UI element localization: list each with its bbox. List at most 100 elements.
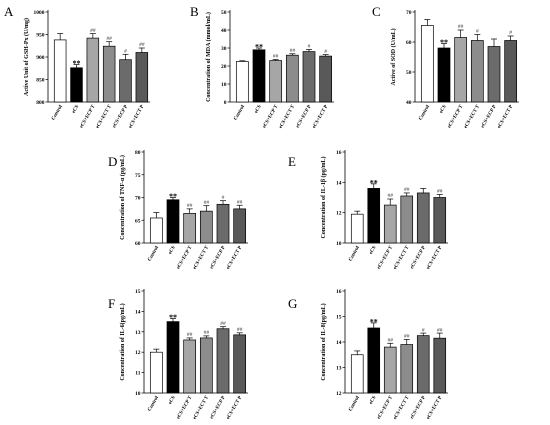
significance-mark: ##	[139, 42, 145, 48]
bar	[183, 213, 197, 244]
bar	[285, 54, 299, 103]
category-label: eCS+ECP T	[79, 104, 97, 129]
y-tick-label: 16	[336, 150, 342, 156]
bar	[454, 37, 468, 103]
y-tick-label: 800	[36, 100, 45, 106]
y-axis-label: Concentration of IL-1β (pg/mL)	[320, 157, 327, 239]
category-label: eCS+ECT P	[497, 105, 514, 130]
bar	[252, 49, 266, 103]
y-tick-label: 30	[221, 46, 227, 52]
category-label: eCS+ECT T	[193, 395, 211, 421]
category-label: Control	[51, 104, 64, 121]
bar	[433, 197, 447, 244]
panel-g: G 12 13 14 15 16 Concentration of IL-8(pg/mL) C…	[288, 289, 448, 421]
panel-letter: B	[190, 4, 199, 19]
y-axis-label: Concentration of MDA (mmol/mL)	[205, 12, 212, 102]
significance-mark: ##	[106, 36, 112, 42]
bar	[166, 199, 180, 244]
y-tick-label: 10	[336, 241, 342, 247]
significance-mark: **	[370, 317, 378, 326]
bar	[183, 339, 197, 394]
y-tick-label: 65	[135, 218, 141, 224]
significance-mark: #	[476, 29, 479, 35]
category-label: eCS+ECP T	[262, 104, 280, 129]
category-label: Control	[147, 245, 160, 262]
significance-mark: ##	[220, 321, 226, 327]
y-axis-label: Active Unit of GSH-Px (U/mg)	[23, 18, 30, 96]
category-label: eCS+ECP P	[112, 105, 129, 130]
y-tick-label: 50	[406, 70, 412, 76]
panel-letter: A	[4, 4, 14, 19]
y-tick-label: 75	[135, 173, 141, 179]
category-label: eCS	[254, 104, 263, 114]
category-label: eCS+ECP T	[447, 104, 465, 129]
bar	[102, 45, 116, 103]
category-label: eCS+ECT P	[426, 246, 443, 271]
y-tick-label: 80	[135, 150, 141, 156]
panel-letter: D	[108, 154, 117, 169]
bar	[383, 204, 397, 244]
significance-mark: ##	[388, 337, 394, 343]
bar	[70, 67, 83, 103]
category-label: eCS+ECT T	[393, 245, 411, 271]
significance-mark: ##	[404, 334, 410, 340]
significance-mark: **	[440, 38, 448, 47]
y-tick-label: 13	[135, 330, 141, 336]
panel-c: C 40 50 60 70 Active of SOD (U/mL) Control ** eC…	[372, 4, 519, 130]
significance-mark: ##	[404, 187, 410, 193]
category-label: eCS+ECT P	[226, 246, 243, 271]
category-label: eCS+ECP P	[296, 105, 313, 130]
category-label: eCS	[168, 395, 177, 405]
bar	[86, 37, 100, 103]
significance-mark: ##	[437, 189, 443, 195]
y-tick-label: 60	[406, 40, 412, 46]
y-tick-label: 12	[336, 211, 342, 217]
panel-letter: G	[288, 296, 297, 311]
category-label: eCS+ECT T	[193, 245, 211, 271]
y-tick-label: 10	[135, 391, 141, 397]
bar	[416, 192, 430, 244]
panel-e: E 10 12 14 16 Concentration of IL-1β (pg/mL) C…	[288, 150, 448, 271]
category-label: eCS+ECT P	[128, 105, 145, 130]
bar	[216, 328, 230, 394]
y-tick-label: 15	[135, 289, 141, 295]
significance-mark: #	[308, 44, 311, 50]
bar	[319, 55, 333, 103]
bar	[135, 52, 149, 103]
significance-mark: **	[255, 43, 263, 52]
bar	[233, 208, 247, 244]
bar	[416, 335, 430, 394]
panel-d: D 60 65 70 75 80 Concentration of TNF-α (pg/mL…	[108, 150, 248, 271]
significance-mark: ##	[237, 199, 243, 205]
panel-f: F 10 11 12 13 14 15 Concentration of IL-6(pg/mL…	[108, 289, 248, 421]
y-tick-label: 70	[406, 10, 412, 16]
significance-mark: ##	[204, 200, 210, 206]
bar	[199, 337, 213, 394]
bar	[433, 337, 447, 394]
significance-mark: **	[370, 178, 378, 187]
bar	[199, 210, 213, 244]
y-tick-label: 40	[406, 100, 412, 106]
category-label: eCS+ECP P	[410, 246, 427, 271]
significance-mark: #	[124, 49, 127, 55]
bar	[367, 188, 381, 244]
bar	[400, 195, 414, 244]
category-label: Control	[418, 104, 431, 121]
y-tick-label: 1000	[34, 10, 45, 16]
y-tick-label: 850	[36, 78, 45, 84]
significance-mark: ##	[437, 327, 443, 333]
bar	[53, 39, 67, 103]
category-label: eCS	[439, 104, 448, 114]
category-label: eCS	[168, 245, 177, 255]
category-label: eCS+ECP T	[377, 245, 395, 270]
significance-mark: ##	[388, 193, 394, 199]
significance-mark: **	[73, 59, 81, 68]
y-tick-label: 11	[135, 371, 140, 377]
category-label: eCS+ECT P	[312, 105, 329, 130]
bar	[149, 351, 163, 394]
bar	[233, 334, 247, 394]
y-tick-label: 950	[36, 33, 45, 39]
y-tick-label: 14	[135, 309, 141, 315]
significance-mark: ##	[187, 203, 193, 209]
